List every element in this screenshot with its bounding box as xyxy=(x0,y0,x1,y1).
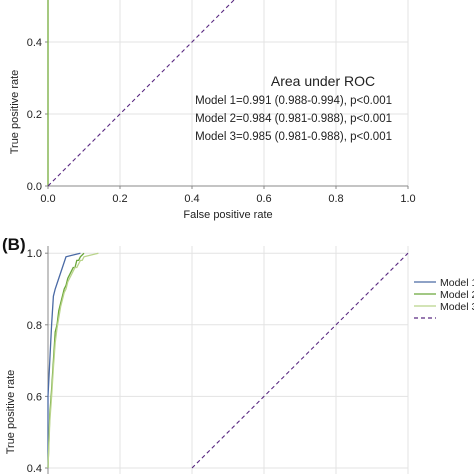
panel-b-grid xyxy=(47,246,409,474)
panel-a-y-ticks: 0.0 0.2 0.4 xyxy=(27,37,48,193)
panel-b-y-ticks: 0.4 0.6 0.8 1.0 xyxy=(27,248,48,474)
panel-b-y-tick-label: 0.4 xyxy=(27,463,42,474)
panel-a-x-tick-label: 1.0 xyxy=(400,193,415,205)
panel-b-series xyxy=(47,252,409,469)
panel-a-y-tick-label: 0.4 xyxy=(27,37,42,49)
panel-a-x-axis-label: False positive rate xyxy=(183,209,272,221)
panel-b-roc-model-1 xyxy=(47,252,81,468)
panel-a-x-tick-label: 0.6 xyxy=(256,193,271,205)
panel-a-grid xyxy=(47,0,409,187)
auc-annotation: Area under ROC Model 1=0.991 (0.988-0.99… xyxy=(195,73,392,143)
panel-a-x-tick-label: 0.2 xyxy=(112,193,127,205)
panel-b: (B) 0.4 0.6 0.8 1.0 True positive rate Mode… xyxy=(2,235,474,474)
panel-b-y-axis-label: True positive rate xyxy=(5,370,17,455)
panel-a-x-tick-label: 0.8 xyxy=(328,193,343,205)
panel-a-x-ticks: 0.0 0.2 0.4 0.6 0.8 1.0 xyxy=(40,186,416,205)
panel-a-reference-line xyxy=(47,0,235,187)
auc-annotation-title: Area under ROC xyxy=(271,73,375,89)
panel-a-x-tick-label: 0.0 xyxy=(40,193,55,205)
panel-a-y-tick-label: 0.2 xyxy=(27,109,42,121)
panel-b-y-tick-label: 0.6 xyxy=(27,391,42,403)
panel-b-y-tick-label: 0.8 xyxy=(27,320,42,332)
auc-model-1-line: Model 1=0.991 (0.988-0.994), p<0.001 xyxy=(195,95,392,107)
panel-a-x-tick-label: 0.4 xyxy=(184,193,199,205)
panel-b-roc-model-3 xyxy=(47,252,99,469)
auc-model-3-line: Model 3=0.985 (0.981-0.988), p<0.001 xyxy=(195,131,392,143)
panel-a-y-axis-label: True positive rate xyxy=(9,70,21,155)
panel-b-y-tick-label: 1.0 xyxy=(27,248,42,260)
legend-label: Model 3 xyxy=(440,301,474,313)
panel-a: 0.0 0.2 0.4 0.0 0.2 0.4 0.6 0.8 1.0 True positi… xyxy=(9,0,416,221)
legend-label: Model 2 xyxy=(440,289,474,301)
legend-label: Model 1 xyxy=(440,277,474,289)
panel-b-reference-line xyxy=(191,252,409,469)
panel-a-y-tick-label: 0.0 xyxy=(27,181,42,193)
auc-model-2-line: Model 2=0.984 (0.981-0.988), p<0.001 xyxy=(195,113,392,125)
panel-b-label: (B) xyxy=(2,235,26,254)
panel-a-series xyxy=(47,0,235,187)
